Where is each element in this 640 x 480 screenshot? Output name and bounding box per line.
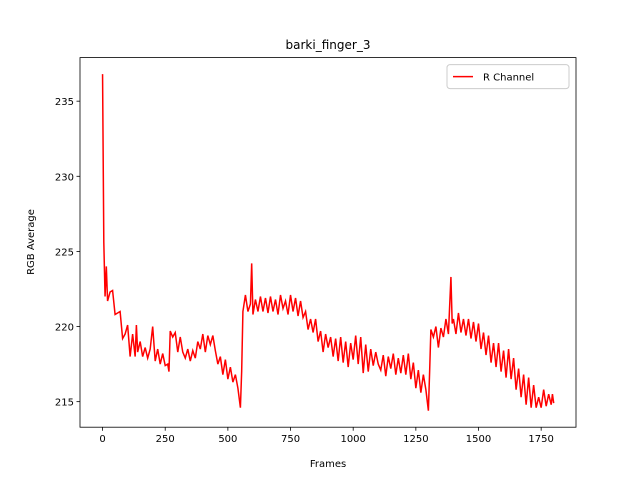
plot-frame bbox=[79, 57, 577, 428]
x-tick-label: 1000 bbox=[340, 434, 365, 445]
x-tick-label: 0 bbox=[99, 434, 105, 445]
x-tick-label: 250 bbox=[156, 434, 175, 445]
x-tick-label: 500 bbox=[218, 434, 237, 445]
y-tick-label: 220 bbox=[55, 323, 74, 334]
x-tick-label: 750 bbox=[281, 434, 300, 445]
legend-box bbox=[446, 64, 570, 90]
y-tick-label: 230 bbox=[55, 172, 74, 183]
legend-label: R Channel bbox=[483, 73, 534, 84]
x-tick-label: 1750 bbox=[528, 434, 553, 445]
legend: R Channel bbox=[446, 64, 570, 90]
x-axis-label: Frames bbox=[310, 459, 346, 470]
chart-title: barki_finger_3 bbox=[286, 38, 371, 52]
line-series bbox=[101, 74, 555, 411]
x-tick-label: 1500 bbox=[466, 434, 491, 445]
x-tick-label: 1250 bbox=[403, 434, 428, 445]
y-axis-label: RGB Average bbox=[26, 209, 37, 275]
y-tick-label: 235 bbox=[55, 97, 74, 108]
y-tick-label: 225 bbox=[55, 247, 74, 258]
y-tick-label: 215 bbox=[55, 398, 74, 409]
